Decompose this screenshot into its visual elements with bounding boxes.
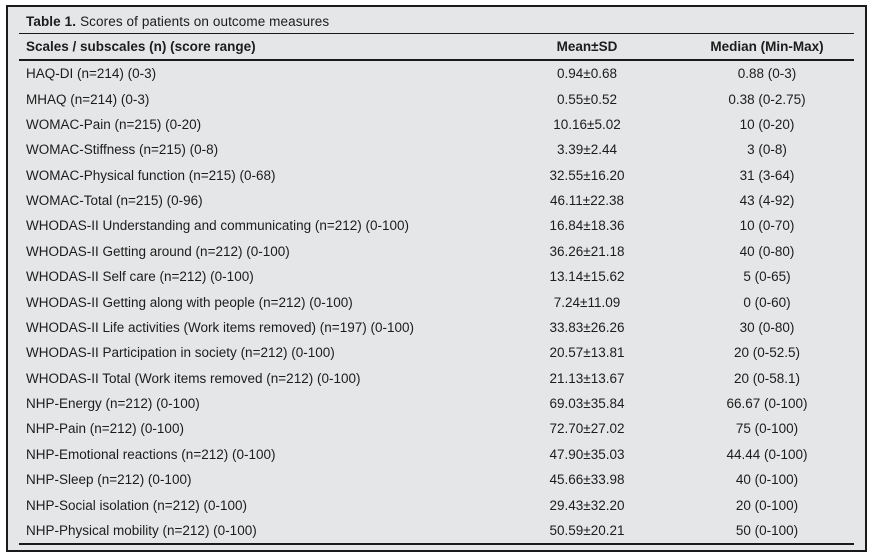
scale-label: NHP-Physical mobility (n=212) (0-100) xyxy=(26,522,257,538)
scale-label: NHP-Energy (n=212) (0-100) xyxy=(26,396,200,412)
median-value: 31 (3-64) xyxy=(739,167,795,183)
median-value: 0 (0-60) xyxy=(743,294,791,310)
mean-sd-value: 10.16±5.02 xyxy=(553,116,621,132)
median-value: 20 (0-58.1) xyxy=(733,370,801,386)
table-row: WHODAS-II Self care (n=212) (0-100) 13.1… xyxy=(19,264,854,289)
mean-sd-value: 29.43±32.20 xyxy=(549,497,625,513)
median-value: 10 (0-70) xyxy=(739,218,795,234)
column-header-mean-sd: Mean±SD xyxy=(556,39,618,54)
scale-label: WHODAS-II Life activities (Work items re… xyxy=(26,319,414,335)
mean-sd-value: 46.11±22.38 xyxy=(550,193,624,209)
header-divider xyxy=(19,59,854,61)
scale-label: WHODAS-II Understanding and communicatin… xyxy=(26,218,410,234)
median-value: 44.44 (0-100) xyxy=(726,446,808,462)
median-value: 20 (0-100) xyxy=(735,497,799,513)
table-row: WHODAS-II Getting along with people (n=2… xyxy=(19,289,854,314)
scale-label: WHODAS-II Total (Work items removed (n=2… xyxy=(26,370,361,386)
mean-sd-value: 13.14±15.62 xyxy=(549,269,625,285)
median-value: 30 (0-80) xyxy=(739,319,795,335)
mean-sd-value: 3.39±2.44 xyxy=(557,142,617,158)
scale-label: NHP-Emotional reactions (n=212) (0-100) xyxy=(26,446,276,462)
table-panel: Table 1. Scores of patients on outcome m… xyxy=(6,5,867,552)
table-row: NHP-Emotional reactions (n=212) (0-100) … xyxy=(19,442,854,467)
table-row: MHAQ (n=214) (0-3) 0.55±0.52 0.38 (0-2.7… xyxy=(19,86,854,111)
median-value: 10 (0-20) xyxy=(739,116,795,132)
table-row: WHODAS-II Understanding and communicatin… xyxy=(19,213,854,238)
title-divider xyxy=(19,33,854,34)
table-row: NHP-Social isolation (n=212) (0-100) 29.… xyxy=(19,492,854,517)
column-header-scales: Scales / subscales (n) (score range) xyxy=(26,39,256,54)
scale-label: WOMAC-Physical function (n=215) (0-68) xyxy=(26,167,276,183)
table-caption: Table 1. Scores of patients on outcome m… xyxy=(19,10,854,33)
table-header-row: Scales / subscales (n) (score range) Mea… xyxy=(19,34,854,59)
median-value: 40 (0-100) xyxy=(735,472,799,488)
table-row: WHODAS-II Getting around (n=212) (0-100)… xyxy=(19,239,854,264)
median-value: 75 (0-100) xyxy=(735,421,799,437)
scale-label: WHODAS-II Getting around (n=212) (0-100) xyxy=(26,243,290,259)
table-row: WHODAS-II Participation in society (n=21… xyxy=(19,340,854,365)
mean-sd-value: 36.26±21.18 xyxy=(549,243,625,259)
mean-sd-value: 16.84±18.36 xyxy=(549,218,625,234)
table-row: WOMAC-Total (n=215) (0-96) 46.11±22.38 4… xyxy=(19,188,854,213)
mean-sd-value: 50.59±20.21 xyxy=(549,522,625,538)
bottom-divider xyxy=(19,543,854,545)
table-row: WHODAS-II Total (Work items removed (n=2… xyxy=(19,366,854,391)
table-row: NHP-Energy (n=212) (0-100) 69.03±35.84 6… xyxy=(19,391,854,416)
mean-sd-value: 69.03±35.84 xyxy=(549,396,625,412)
table-row: NHP-Sleep (n=212) (0-100) 45.66±33.98 40… xyxy=(19,467,854,492)
median-value: 50 (0-100) xyxy=(735,522,799,538)
mean-sd-value: 45.66±33.98 xyxy=(549,472,625,488)
median-value: 66.67 (0-100) xyxy=(726,396,808,412)
scale-label: WOMAC-Stiffness (n=215) (0-8) xyxy=(26,142,219,158)
scale-label: WOMAC-Pain (n=215) (0-20) xyxy=(26,116,202,132)
scale-label: HAQ-DI (n=214) (0-3) xyxy=(26,66,157,82)
mean-sd-value: 33.83±26.26 xyxy=(549,319,625,335)
mean-sd-value: 72.70±27.02 xyxy=(549,421,625,437)
mean-sd-value: 7.24±11.09 xyxy=(553,294,621,310)
mean-sd-value: 0.55±0.52 xyxy=(557,91,617,107)
scale-label: WHODAS-II Self care (n=212) (0-100) xyxy=(26,269,254,285)
table-row: NHP-Pain (n=212) (0-100) 72.70±27.02 75 … xyxy=(19,416,854,441)
mean-sd-value: 47.90±35.03 xyxy=(549,446,625,462)
median-value: 3 (0-8) xyxy=(747,142,787,158)
table-row: WOMAC-Pain (n=215) (0-20) 10.16±5.02 10 … xyxy=(19,112,854,137)
table-title: Scores of patients on outcome measures xyxy=(80,14,330,29)
table-row: WOMAC-Stiffness (n=215) (0-8) 3.39±2.44 … xyxy=(19,137,854,162)
median-value: 40 (0-80) xyxy=(739,243,795,259)
table-row: WOMAC-Physical function (n=215) (0-68) 3… xyxy=(19,163,854,188)
median-value: 20 (0-52.5) xyxy=(733,345,801,361)
table-row: WHODAS-II Life activities (Work items re… xyxy=(19,315,854,340)
column-header-median: Median (Min-Max) xyxy=(710,39,824,54)
scale-label: WOMAC-Total (n=215) (0-96) xyxy=(26,193,203,209)
scale-label: WHODAS-II Participation in society (n=21… xyxy=(26,345,335,361)
scale-label: WHODAS-II Getting along with people (n=2… xyxy=(26,294,353,310)
mean-sd-value: 0.94±0.68 xyxy=(557,66,617,82)
mean-sd-value: 20.57±13.81 xyxy=(549,345,625,361)
median-value: 0.88 (0-3) xyxy=(737,66,797,82)
table-row: NHP-Physical mobility (n=212) (0-100) 50… xyxy=(19,518,854,543)
table-number: Table 1. xyxy=(26,14,77,29)
median-value: 5 (0-65) xyxy=(743,269,791,285)
table-row: HAQ-DI (n=214) (0-3) 0.94±0.68 0.88 (0-3… xyxy=(19,61,854,86)
mean-sd-value: 21.13±13.67 xyxy=(549,370,625,386)
mean-sd-value: 32.55±16.20 xyxy=(549,167,625,183)
median-value: 0.38 (0-2.75) xyxy=(728,91,806,107)
scale-label: NHP-Pain (n=212) (0-100) xyxy=(26,421,184,437)
median-value: 43 (4-92) xyxy=(739,193,795,209)
scale-label: NHP-Sleep (n=212) (0-100) xyxy=(26,472,192,488)
table-body: HAQ-DI (n=214) (0-3) 0.94±0.68 0.88 (0-3… xyxy=(19,61,854,543)
scale-label: NHP-Social isolation (n=212) (0-100) xyxy=(26,497,247,513)
scale-label: MHAQ (n=214) (0-3) xyxy=(26,91,150,107)
